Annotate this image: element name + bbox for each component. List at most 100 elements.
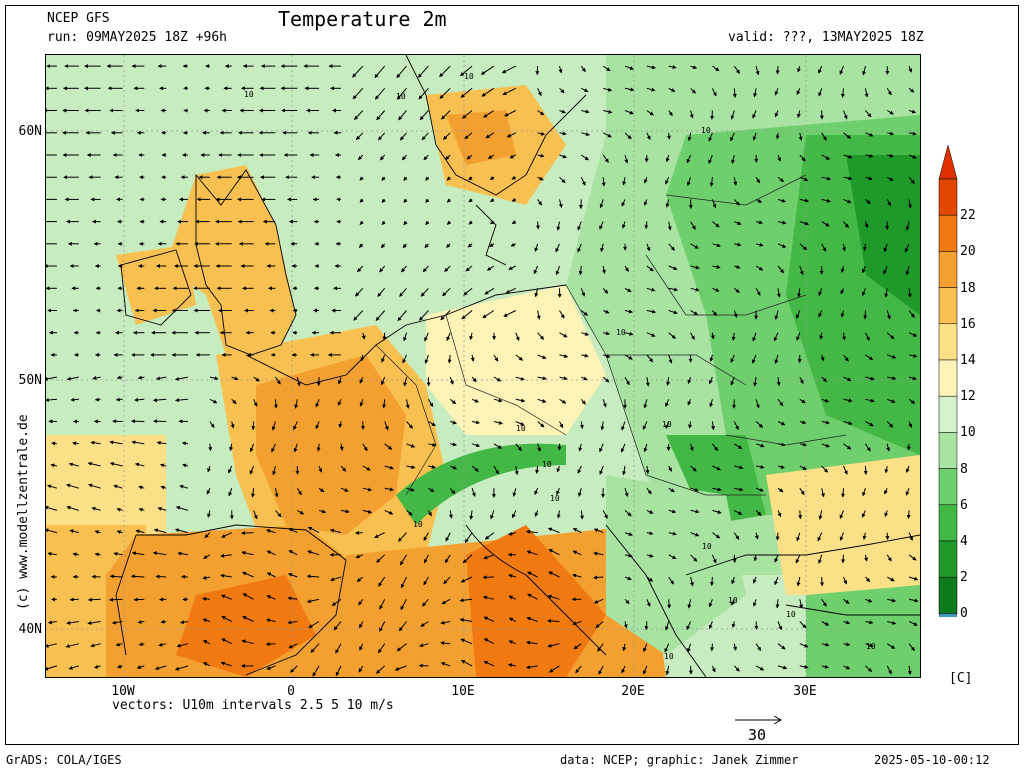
wind-vector [572, 527, 582, 534]
wind-vector [581, 87, 589, 93]
wind-vector [577, 465, 582, 474]
temperature-map[interactable]: 10 10 10 10 10 10 10 10 10 10 10 10 10 10 10 [45, 54, 921, 678]
wind-vector [66, 620, 79, 625]
wind-vector [505, 287, 517, 294]
wind-vector [399, 287, 407, 297]
wind-vector [502, 87, 517, 96]
wind-vector [818, 554, 823, 564]
wind-vector [339, 443, 344, 451]
wind-vector [508, 640, 516, 645]
wind-vector [646, 487, 652, 495]
wind-vector [87, 621, 101, 625]
wind-vector [396, 65, 407, 79]
wind-vector [798, 132, 803, 141]
wind-vector [253, 376, 260, 382]
contour-label: 10 [550, 494, 560, 503]
wind-vector [221, 532, 232, 538]
wind-vector [310, 643, 320, 653]
wind-vector [318, 465, 323, 473]
wind-vector [506, 132, 517, 138]
wind-vector [799, 265, 804, 276]
wind-vector [905, 465, 910, 473]
wind-vector [862, 65, 867, 76]
wind-vector [111, 620, 123, 625]
wind-vector [231, 398, 237, 405]
wind-vector [624, 576, 632, 581]
colorbar-unit: [C] [949, 671, 973, 686]
wind-vector [908, 87, 915, 93]
wind-vector [547, 618, 560, 623]
wind-vector [821, 664, 829, 669]
wind-vector [777, 398, 784, 407]
wind-vector [865, 376, 875, 381]
wind-vector [732, 88, 737, 98]
wind-vector [423, 576, 429, 586]
wind-vector [398, 532, 407, 542]
wind-vector [548, 548, 560, 556]
wind-vector [288, 643, 298, 649]
wind-vector [508, 265, 517, 270]
wind-vector [335, 643, 342, 654]
wind-vector [90, 643, 101, 648]
wind-vector [797, 288, 802, 298]
wind-vector [843, 465, 848, 475]
wind-vector [690, 487, 699, 492]
wind-vector [558, 199, 563, 209]
wind-vector [515, 376, 525, 381]
wind-vector [482, 595, 495, 600]
wind-vector [863, 465, 868, 475]
wind-vector [443, 576, 451, 585]
wind-vector [795, 554, 801, 564]
wind-vector [508, 573, 516, 578]
wind-vector [689, 443, 694, 452]
wind-vector [130, 574, 145, 579]
graticule [46, 55, 920, 677]
wind-vector [115, 397, 123, 402]
wind-vector [288, 550, 298, 556]
colorbar-swatch [938, 287, 958, 325]
colorbar-level-label: 14 [960, 353, 976, 368]
wind-vector [420, 287, 429, 297]
wind-vector [138, 485, 145, 490]
wind-vector [398, 621, 407, 632]
wind-vector [423, 532, 429, 541]
wind-vector [406, 487, 415, 492]
wind-vector [843, 421, 853, 425]
wind-vector [468, 220, 473, 225]
wind-vector [377, 643, 386, 654]
wind-vector [665, 199, 670, 208]
wind-vector [355, 132, 364, 141]
wind-vector [602, 287, 609, 294]
british-isles [166, 165, 296, 355]
wind-vector [821, 420, 830, 425]
wind-vector [821, 243, 827, 252]
wind-vector [755, 443, 765, 448]
wind-vector [752, 354, 757, 364]
wind-vector [481, 87, 495, 97]
wind-vector [462, 554, 473, 564]
wind-vector [440, 662, 451, 667]
wind-vector [471, 398, 479, 403]
wind-vector [115, 642, 123, 647]
wind-vector [174, 376, 189, 381]
wind-vector [884, 465, 889, 474]
wind-vector [525, 529, 538, 534]
wind-vector [796, 532, 801, 542]
wind-vector [401, 265, 407, 273]
wind-vector [403, 220, 408, 226]
wind-vector [690, 287, 700, 292]
wind-vector [843, 642, 851, 647]
wind-vector [886, 576, 895, 582]
wind-vector [66, 483, 79, 489]
wind-vector [753, 377, 758, 387]
wind-vector [116, 375, 123, 380]
wind-vector [886, 199, 892, 207]
wind-vector [203, 554, 211, 559]
lat-label-60n: 60N [18, 124, 42, 139]
wind-vector [356, 576, 364, 583]
wind-vector [250, 488, 255, 498]
wind-vector [487, 154, 495, 159]
wind-vector [253, 399, 258, 407]
wind-vector [712, 65, 720, 72]
wind-vector [439, 87, 451, 99]
